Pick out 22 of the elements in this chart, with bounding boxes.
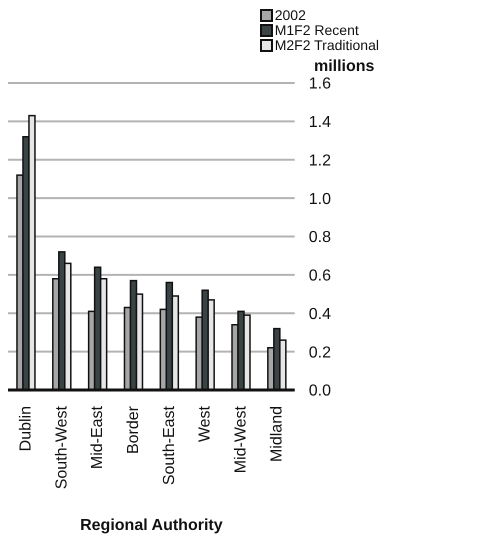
y-tick-label: 0.8	[308, 229, 332, 246]
y-tick-label: 0.2	[308, 344, 332, 362]
legend-label: M1F2 Recent	[274, 22, 359, 38]
y-tick-label: 1.6	[308, 76, 332, 93]
x-axis-title: Regional Authority	[80, 517, 223, 534]
x-tick-label: South-East	[160, 405, 178, 486]
y-tick-label: 0.6	[308, 268, 332, 285]
y-tick-label: 1.0	[308, 190, 332, 208]
x-tick-label: Midland	[268, 406, 286, 462]
legend-label: 2002	[274, 7, 306, 23]
x-tick-label: Border	[124, 405, 142, 454]
y-tick-label: 1.4	[308, 114, 332, 132]
x-tick-label: Mid-East	[89, 405, 106, 470]
x-tick-label: West	[196, 405, 214, 442]
y-tick-label: 0.0	[308, 382, 332, 400]
y-tick-label: 0.4	[308, 306, 332, 323]
legend-label: M2F2 Traditional	[274, 37, 379, 53]
y-axis-title: millions	[314, 58, 375, 75]
x-tick-label: Mid-West	[232, 405, 250, 474]
x-tick-label: Dublin	[17, 406, 34, 452]
y-tick-label: 1.2	[308, 152, 332, 170]
x-tick-label: South-West	[53, 405, 70, 490]
